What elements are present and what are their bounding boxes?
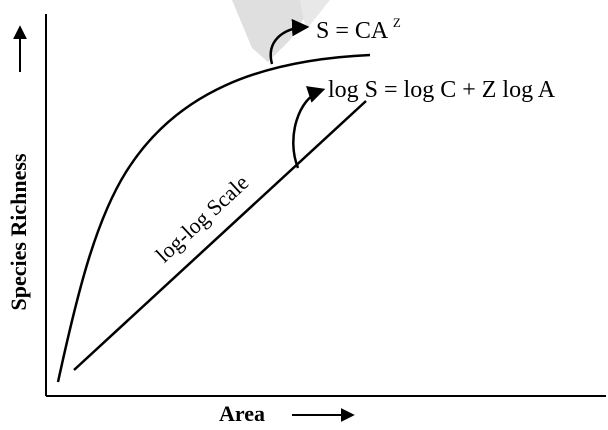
- curve-pointer-arrow: [269, 18, 310, 65]
- species-area-curve: [56, 53, 371, 383]
- curve-equation-base: S = CA: [316, 18, 389, 44]
- line-pointer-arrow: [292, 86, 326, 169]
- curve-equation: S = CA Z: [316, 15, 401, 44]
- y-axis-label: Species Richness: [6, 153, 31, 311]
- log-log-line: [73, 100, 367, 371]
- line-equation: log S = log C + Z log A: [328, 77, 556, 103]
- curve-equation-exponent: Z: [393, 15, 401, 30]
- x-axis-label: Area: [219, 401, 265, 426]
